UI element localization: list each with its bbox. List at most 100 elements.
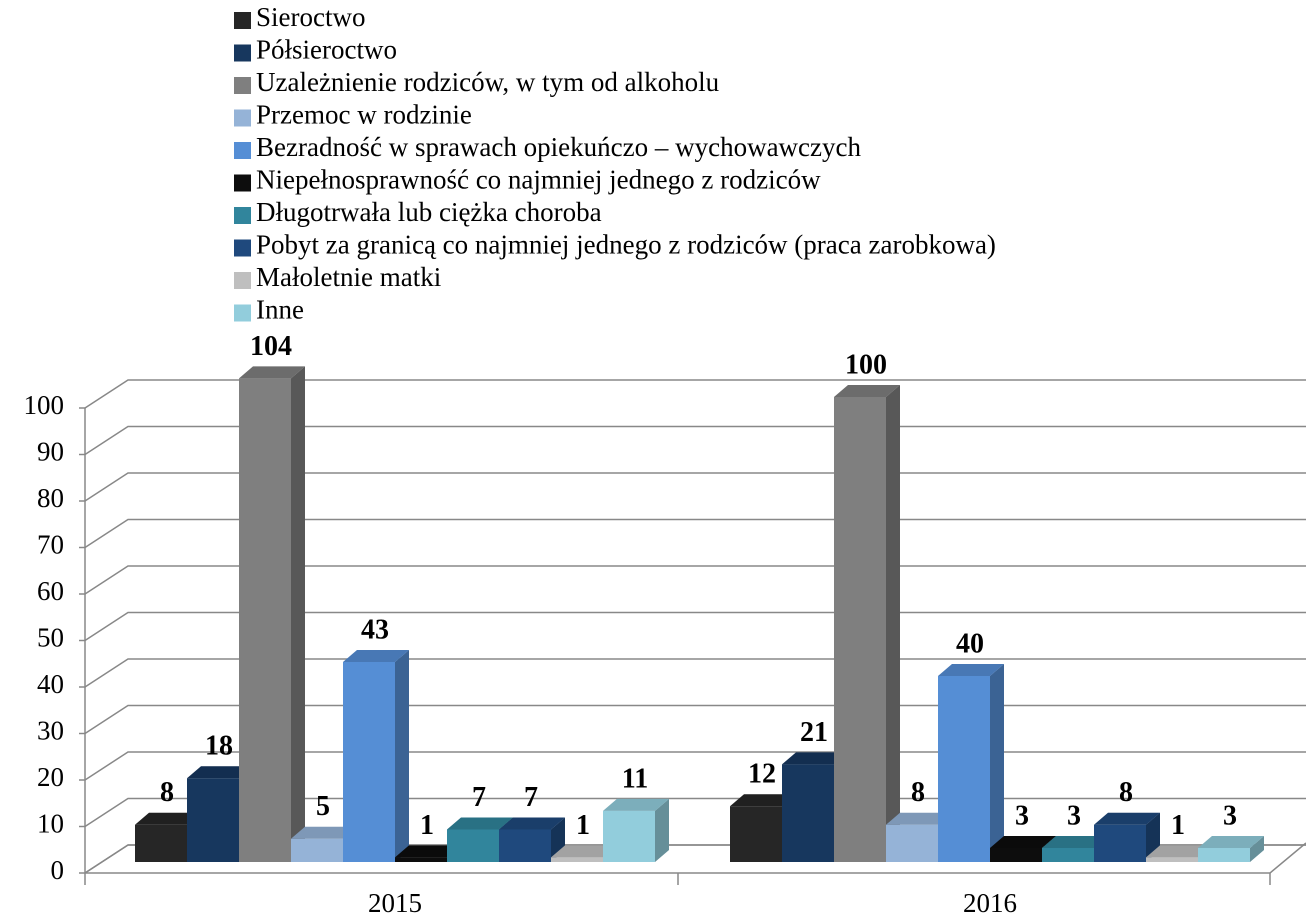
legend-label: Sieroctwo xyxy=(256,2,365,32)
legend-swatch xyxy=(234,142,251,159)
bar-top xyxy=(1094,812,1160,825)
legend-swatch xyxy=(234,239,251,257)
bar-top xyxy=(551,845,617,858)
bar-top xyxy=(730,794,796,807)
legend-swatch xyxy=(234,304,251,322)
value-label: 8 xyxy=(911,777,925,808)
bar-front xyxy=(886,824,938,862)
bar-front xyxy=(1198,848,1250,862)
value-label: 3 xyxy=(1067,800,1081,831)
bar-front xyxy=(990,848,1042,862)
bar-top-shade xyxy=(395,845,461,858)
bar xyxy=(239,366,305,862)
bar-front xyxy=(1042,848,1094,862)
bar-top-shade xyxy=(291,826,357,839)
bar-top xyxy=(187,766,253,779)
y-tick-label: 50 xyxy=(37,623,64,653)
value-label: 12 xyxy=(748,759,776,790)
legend-swatch xyxy=(234,207,251,224)
bar-top xyxy=(499,817,565,830)
grid-line xyxy=(84,751,1306,781)
bar-side xyxy=(291,366,305,862)
bar-front xyxy=(1094,824,1146,862)
value-label: 21 xyxy=(800,717,828,748)
y-tick-label: 100 xyxy=(24,390,65,420)
x-tick-label: 2015 xyxy=(368,888,422,918)
legend-label: Pobyt za granicą co najmniej jednego z r… xyxy=(256,230,996,260)
bar-top-shade xyxy=(551,845,617,858)
value-label: 18 xyxy=(205,731,233,762)
bar-top-shade xyxy=(1146,845,1212,858)
value-label: 8 xyxy=(160,777,174,808)
bar-top-shade xyxy=(990,836,1056,849)
bar xyxy=(343,650,409,862)
bar xyxy=(938,664,1004,862)
bar-top xyxy=(343,650,409,663)
bar xyxy=(603,798,669,862)
bar-top xyxy=(1042,836,1108,849)
bar-top-shade xyxy=(603,798,669,811)
bar-front xyxy=(730,806,782,862)
bar-top xyxy=(239,366,305,379)
bar-side xyxy=(886,385,900,862)
x-tick-label: 2016 xyxy=(963,888,1017,918)
value-label: 40 xyxy=(956,628,984,659)
bar-front xyxy=(834,397,886,862)
bar-front xyxy=(291,838,343,862)
value-label: 104 xyxy=(250,331,292,362)
bar-top-shade xyxy=(187,766,253,779)
bar-side-shade xyxy=(886,385,900,862)
legend-label: Półsieroctwo xyxy=(256,35,397,65)
grid-line xyxy=(84,611,1306,642)
y-tick-label: 10 xyxy=(37,809,64,839)
y-tick-label: 0 xyxy=(51,855,65,885)
bar xyxy=(1198,836,1264,862)
legend-label: Uzależnienie rodziców, w tym od alkoholu xyxy=(256,67,720,97)
bar-side-shade xyxy=(395,650,409,862)
bar-front xyxy=(135,824,187,862)
bar-top xyxy=(1146,845,1212,858)
legend-label: Niepełnosprawność co najmniej jednego z … xyxy=(256,165,821,195)
legend-label: Małoletnie matki xyxy=(256,262,441,292)
bar-front xyxy=(343,662,395,862)
bar-front xyxy=(603,810,655,862)
bar-front xyxy=(1146,857,1198,862)
value-label: 3 xyxy=(1015,800,1029,831)
bar-side-shade xyxy=(1250,836,1264,862)
y-tick-label: 40 xyxy=(37,669,64,699)
bar-side xyxy=(1250,836,1264,862)
y-tick-label: 70 xyxy=(37,530,64,560)
bar-side xyxy=(990,664,1004,862)
bar-top xyxy=(886,812,952,825)
value-label: 100 xyxy=(845,349,887,380)
bar-top-shade xyxy=(782,752,848,765)
bar-side-shade xyxy=(655,798,669,862)
legend-swatch xyxy=(234,44,251,62)
bar-side-shade xyxy=(990,664,1004,862)
bar xyxy=(834,385,900,862)
bar-top xyxy=(135,812,201,825)
value-label: 5 xyxy=(316,791,330,822)
value-label: 1 xyxy=(420,810,434,841)
bar-side xyxy=(395,650,409,862)
grid-line xyxy=(84,565,1306,595)
bar-top xyxy=(395,845,461,858)
bar-top-shade xyxy=(938,664,1004,676)
value-label: 7 xyxy=(472,782,486,813)
legend-swatch xyxy=(234,174,251,192)
bar-top-shade xyxy=(834,385,900,397)
bar-top-shade xyxy=(343,650,409,663)
bar-front xyxy=(239,378,291,862)
value-label: 8 xyxy=(1119,777,1133,808)
y-tick-label: 80 xyxy=(37,483,64,513)
y-tick-label: 30 xyxy=(37,716,64,746)
y-tick-label: 20 xyxy=(37,762,64,792)
value-label: 1 xyxy=(576,810,590,841)
bar-front xyxy=(447,829,499,862)
bar-top-shade xyxy=(499,817,565,830)
grid-line xyxy=(84,518,1306,549)
bar-top-shade xyxy=(1198,836,1264,849)
grid-line xyxy=(84,472,1306,502)
value-label: 11 xyxy=(622,763,648,794)
